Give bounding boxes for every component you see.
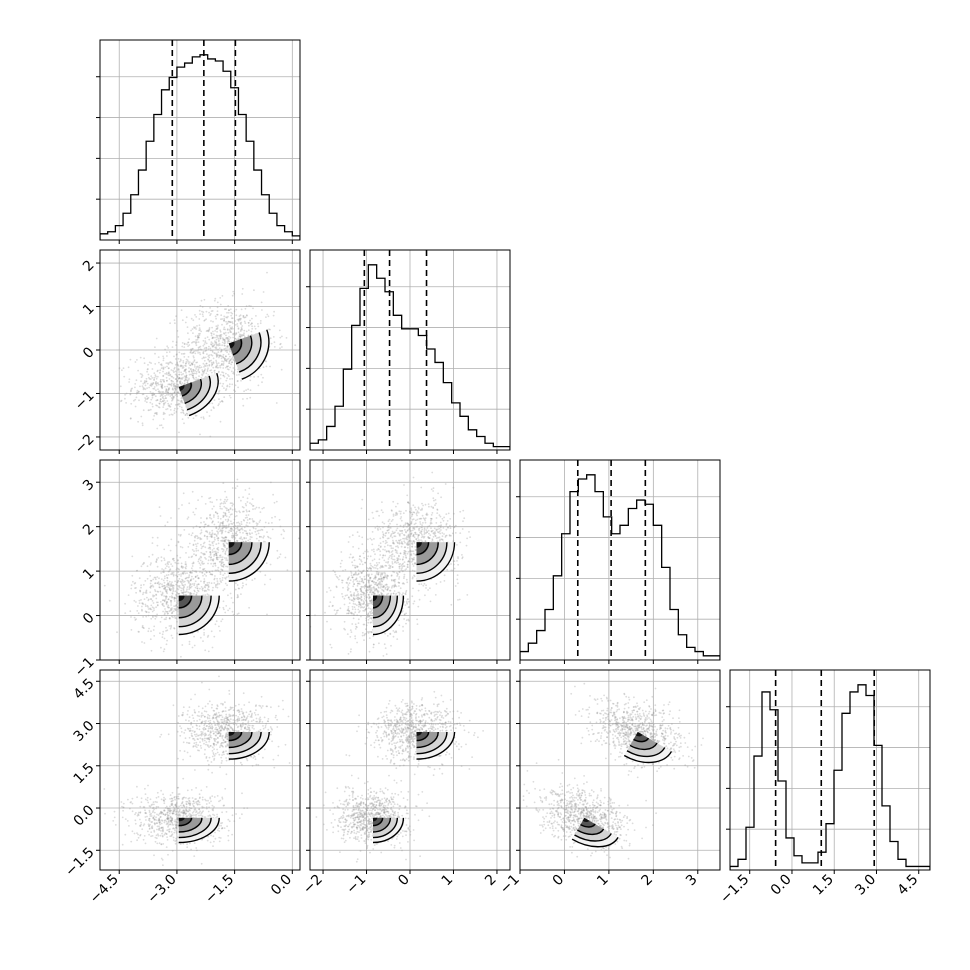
density-cluster-2 [416,542,456,582]
gridlines [730,670,930,870]
density-cluster-1 [373,595,405,636]
gridlines [310,670,510,870]
x-tick-label: 0.0 [268,872,295,899]
x-tick-label: −1.5 [202,872,237,907]
y-tick-label: 3 [80,477,98,495]
y-tick-label: 3.0 [71,718,98,745]
density-fill [416,732,422,736]
scatter-points [315,690,484,863]
gridlines [310,460,510,660]
gridlines [100,250,300,450]
scatter-points [118,271,297,450]
y-tick-label: −1 [72,388,98,414]
histogram-panel-3 [516,459,721,664]
y-tick-label: 2 [80,257,98,275]
histogram-step [520,474,720,660]
gridlines [520,460,720,660]
histogram-panel-2 [306,249,511,454]
density-fill [228,542,235,548]
histogram-panel-4: −1.5 0.0 1.5 3.0 4.5 [717,669,931,907]
x-tick-label: −3.0 [144,872,179,907]
y-tick-label: −1.5 [62,845,97,880]
gridlines [100,670,300,870]
contour-line [600,732,675,764]
y-tick-label: 0 [80,344,98,362]
x-tick-label: 3.0 [852,872,879,899]
x-tick-label: 2 [639,872,657,890]
gridlines [520,670,720,870]
gridlines [310,250,510,450]
density-cluster-1 [178,595,220,636]
x-tick-label: 0.0 [768,872,795,899]
x-tick-label: 1 [439,872,457,890]
density-panel-4-1: −4.5 −3.0 −1.5 0.0 −1.5 0.0 1.5 3.0 4.5 [62,669,301,907]
panel-frame [99,669,301,871]
histogram-panel-1 [96,39,301,244]
x-tick-label: 0 [395,872,413,890]
x-tick-label: 0 [550,872,568,890]
gridlines [100,40,300,240]
x-tick-label: −1.5 [717,872,752,907]
density-panel-4-3: −1 0 1 2 3 [497,669,721,898]
y-tick-label: 2 [80,521,98,539]
density-fill [228,732,235,736]
x-tick-label: 4.5 [895,872,922,899]
scatter-points [103,478,300,658]
histogram-step [310,264,510,450]
contour-line [228,312,262,375]
density-panel-3-2 [306,459,511,664]
y-tick-label: 0 [80,610,98,628]
density-fill [178,817,185,822]
y-tick-label: 0.0 [71,802,98,829]
x-tick-label: −1 [343,872,369,898]
y-tick-label: 1 [80,301,98,319]
density-cluster-2 [416,732,456,760]
x-tick-label: 3 [683,872,701,890]
density-cluster-1 [373,817,405,844]
contour-line [178,360,211,414]
density-cluster-2 [228,732,270,760]
panel-frame [519,669,721,871]
scatter-points [103,675,291,867]
density-cluster-2 [228,542,270,582]
x-tick-label: 1 [594,872,612,890]
x-tick-label: −2 [300,872,326,898]
density-panel-4-2: −2 −1 0 1 2 [300,669,511,898]
x-tick-label: −1 [497,872,523,898]
panel-frame [729,669,931,871]
panel-frame [519,459,721,661]
density-fill [416,542,422,548]
density-fill [178,595,185,602]
x-tick-label: 1.5 [810,872,837,899]
x-tick-label: −4.5 [87,872,122,907]
y-tick-label: 1 [80,565,98,583]
density-cluster-1 [178,817,220,844]
panel-frame [99,39,301,241]
histogram-step [100,54,300,240]
y-tick-label: −2 [72,431,98,457]
panel-frame [99,459,301,661]
y-tick-label: 1.5 [71,760,98,787]
density-panel-2-1: −2 −1 0 1 2 [72,249,301,457]
density-fill [373,817,378,822]
density-cluster-1 [178,354,219,420]
histogram-step [730,684,930,870]
density-fill [373,595,378,602]
y-tick-label: 4.5 [71,676,98,703]
